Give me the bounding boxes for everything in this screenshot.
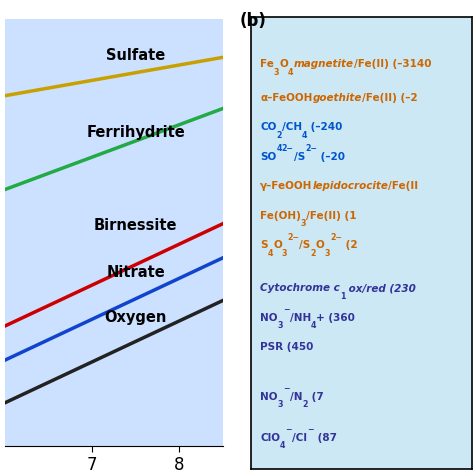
Text: /S: /S: [299, 240, 310, 250]
Text: Fe(OH): Fe(OH): [260, 211, 301, 221]
Text: Cytochrome c: Cytochrome c: [260, 283, 340, 293]
Text: 4: 4: [302, 131, 308, 140]
Text: 2−: 2−: [330, 233, 342, 242]
Text: 4: 4: [280, 441, 285, 450]
Text: −: −: [283, 305, 290, 314]
Text: (2: (2: [342, 240, 358, 250]
Text: O: O: [279, 59, 288, 69]
Text: NO: NO: [260, 392, 278, 402]
Text: (–240: (–240: [308, 122, 343, 133]
Text: 3: 3: [282, 249, 287, 258]
Text: 2−: 2−: [287, 233, 299, 242]
Text: 2−: 2−: [305, 144, 317, 153]
Text: CO: CO: [260, 122, 276, 133]
Text: 4: 4: [288, 68, 294, 77]
Text: PSR (450: PSR (450: [260, 342, 313, 352]
Text: /Fe(II) (–3140: /Fe(II) (–3140: [354, 59, 431, 69]
Text: 4: 4: [267, 249, 273, 258]
Text: Sulfate: Sulfate: [106, 48, 165, 63]
Text: 1: 1: [340, 292, 345, 301]
Text: magnetite: magnetite: [294, 59, 354, 69]
Text: 2: 2: [310, 249, 316, 258]
Text: Nitrate: Nitrate: [106, 265, 165, 280]
Text: 3: 3: [325, 249, 330, 258]
Text: 3: 3: [274, 68, 279, 77]
Text: /CH: /CH: [282, 122, 302, 133]
Text: 2: 2: [302, 401, 308, 410]
Text: −: −: [285, 425, 292, 434]
Text: 3: 3: [278, 321, 283, 330]
Text: γ–FeOOH: γ–FeOOH: [260, 182, 312, 191]
Text: (87: (87: [314, 433, 337, 443]
Text: α–FeOOH: α–FeOOH: [260, 93, 312, 103]
Text: 2−: 2−: [282, 144, 294, 153]
Text: −: −: [307, 425, 314, 434]
Text: + (360: + (360: [317, 313, 356, 323]
Text: O: O: [316, 240, 325, 250]
Text: −: −: [283, 384, 290, 393]
Text: Birnessite: Birnessite: [94, 219, 177, 233]
Text: (b): (b): [239, 12, 266, 30]
Text: 3: 3: [301, 219, 306, 228]
Text: goethite: goethite: [312, 93, 362, 103]
Text: ClO: ClO: [260, 433, 280, 443]
Text: 4: 4: [276, 144, 282, 153]
Text: Oxygen: Oxygen: [104, 310, 167, 325]
Text: /S: /S: [294, 152, 305, 162]
Text: 4: 4: [311, 321, 317, 330]
Text: (7: (7: [308, 392, 323, 402]
Text: (–20: (–20: [317, 152, 345, 162]
Text: lepidocrocite: lepidocrocite: [312, 182, 388, 191]
Text: Fe: Fe: [260, 59, 274, 69]
Text: /Fe(II) (1: /Fe(II) (1: [306, 211, 357, 221]
Text: NO: NO: [260, 313, 278, 323]
Text: /N: /N: [290, 392, 302, 402]
Text: O: O: [273, 240, 282, 250]
Text: 2: 2: [276, 131, 282, 140]
Text: 3: 3: [278, 401, 283, 410]
Text: /Fe(II) (–2: /Fe(II) (–2: [362, 93, 418, 103]
Text: ox/red (230: ox/red (230: [345, 283, 416, 293]
Text: S: S: [260, 240, 267, 250]
Text: /NH: /NH: [290, 313, 311, 323]
Text: /Cl: /Cl: [292, 433, 307, 443]
Text: SO: SO: [260, 152, 276, 162]
Text: Ferrihydrite: Ferrihydrite: [86, 125, 185, 139]
Text: /Fe(II: /Fe(II: [388, 182, 419, 191]
